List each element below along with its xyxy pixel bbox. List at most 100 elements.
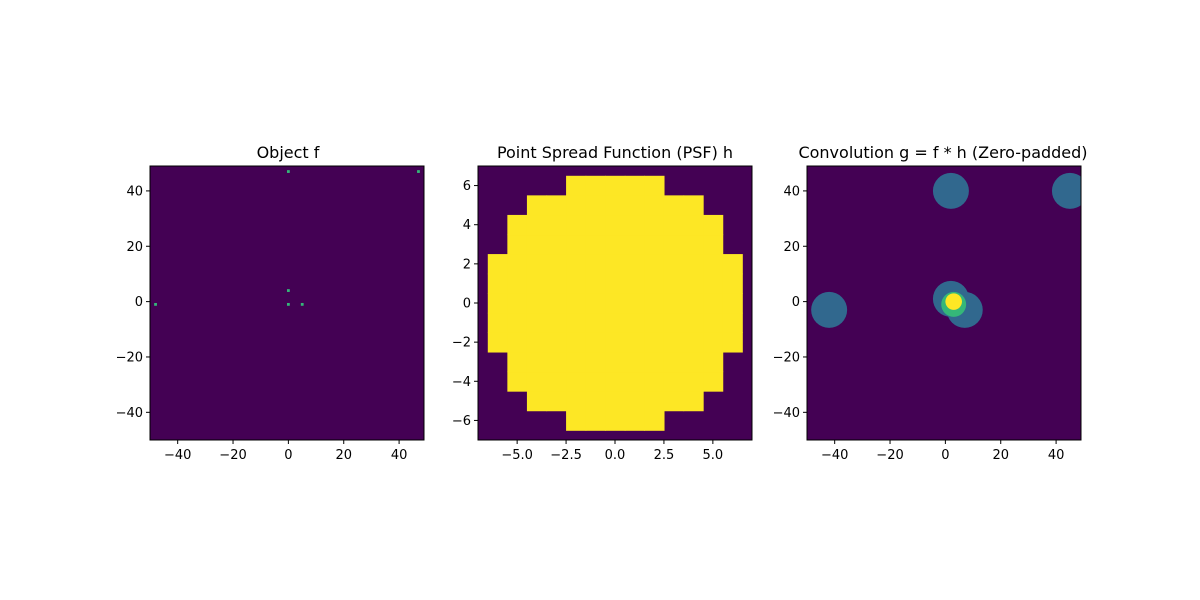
psf-cell — [605, 214, 626, 236]
psf-cell — [624, 332, 645, 353]
psf-cell — [566, 312, 587, 333]
psf-cell — [624, 371, 645, 392]
psf-cell — [585, 410, 606, 431]
x-tick-label: 5.0 — [703, 448, 724, 463]
psf-cell — [644, 234, 665, 255]
psf-cell — [546, 312, 567, 333]
psf-cell — [585, 391, 606, 412]
psf-cell — [722, 254, 743, 275]
impulse-point — [286, 302, 290, 306]
psf-cell — [703, 332, 724, 353]
psf-cell — [683, 351, 704, 373]
psf-cell — [624, 254, 645, 275]
psf-cell — [566, 273, 587, 294]
psf-cell — [624, 175, 645, 196]
psf-cell — [526, 234, 548, 255]
y-tick-label: 20 — [126, 240, 143, 255]
psf-cell — [546, 351, 567, 373]
psf-cell — [663, 312, 685, 333]
psf-cell — [703, 273, 724, 294]
impulse-point — [154, 302, 157, 306]
psf-cell — [585, 332, 606, 353]
panel-title: Convolution g = f * h (Zero-padded) — [798, 143, 1087, 162]
psf-cell — [526, 273, 548, 294]
psf-cell — [507, 293, 528, 314]
psf-cell — [703, 312, 724, 333]
psf-cell — [644, 273, 665, 294]
psf-cell — [566, 234, 587, 255]
psf-cell — [605, 273, 626, 294]
psf-cell — [566, 254, 587, 275]
psf-cell — [585, 371, 606, 392]
psf-cell — [566, 175, 587, 196]
psf-cell — [663, 234, 685, 255]
psf-cell — [683, 312, 704, 333]
psf-cell — [683, 391, 704, 412]
plot-area — [807, 166, 1081, 440]
psf-cell — [624, 391, 645, 412]
y-tick-label: 2 — [463, 257, 471, 272]
panel-psf-h: Point Spread Function (PSF) h −5.0 −2.5 0.… — [452, 143, 753, 463]
psf-cell — [566, 293, 587, 314]
psf-cell — [663, 391, 685, 412]
psf-cell — [585, 175, 606, 196]
psf-cell — [546, 234, 567, 255]
psf-cell — [507, 371, 528, 392]
convolution-blob — [811, 291, 848, 328]
psf-cell — [605, 332, 626, 353]
psf-cell — [526, 254, 548, 275]
psf-cell — [546, 195, 567, 216]
y-tick-label: 6 — [463, 179, 471, 194]
y-tick-label: 20 — [783, 240, 800, 255]
psf-cell — [624, 293, 645, 314]
y-tick-label: −40 — [116, 406, 143, 421]
psf-cell — [585, 254, 606, 275]
x-tick-label: −20 — [876, 448, 903, 463]
psf-cell — [585, 312, 606, 333]
psf-cell — [683, 332, 704, 353]
psf-cell — [644, 410, 665, 431]
psf-cell — [585, 234, 606, 255]
x-tick-label: 40 — [391, 448, 408, 463]
psf-cell — [566, 214, 587, 236]
psf-cell — [703, 351, 724, 373]
y-tick-label: 0 — [135, 295, 143, 310]
y-tick-label: 4 — [463, 218, 471, 233]
psf-cell — [546, 371, 567, 392]
axes-frame — [149, 165, 425, 441]
psf-cell — [605, 351, 626, 373]
psf-cell — [624, 410, 645, 431]
psf-cell — [683, 371, 704, 392]
x-tick-label: −5.0 — [501, 448, 533, 463]
psf-cell — [566, 391, 587, 412]
psf-cell — [683, 234, 704, 255]
psf-cell — [507, 254, 528, 275]
psf-cell — [507, 351, 528, 373]
psf-cell — [624, 351, 645, 373]
psf-cell — [644, 195, 665, 216]
psf-cell — [605, 371, 626, 392]
impulse-point — [286, 289, 290, 292]
psf-cell — [624, 234, 645, 255]
psf-cell — [683, 273, 704, 294]
x-tick-label: −40 — [164, 448, 191, 463]
psf-cell — [644, 214, 665, 236]
psf-cell — [663, 351, 685, 373]
psf-cell — [644, 371, 665, 392]
x-tick-label: −40 — [821, 448, 848, 463]
psf-cell — [546, 214, 567, 236]
psf-cell — [507, 273, 528, 294]
psf-cell — [722, 293, 743, 314]
x-tick-label: 0 — [284, 448, 292, 463]
psf-cell — [644, 312, 665, 333]
psf-cell — [566, 371, 587, 392]
y-tick-label: 40 — [126, 184, 143, 199]
psf-cell — [644, 351, 665, 373]
psf-cell — [624, 312, 645, 333]
psf-cell — [605, 391, 626, 412]
psf-cell — [585, 293, 606, 314]
psf-cell — [624, 214, 645, 236]
x-tick-label: 20 — [335, 448, 352, 463]
psf-cell — [722, 312, 743, 333]
